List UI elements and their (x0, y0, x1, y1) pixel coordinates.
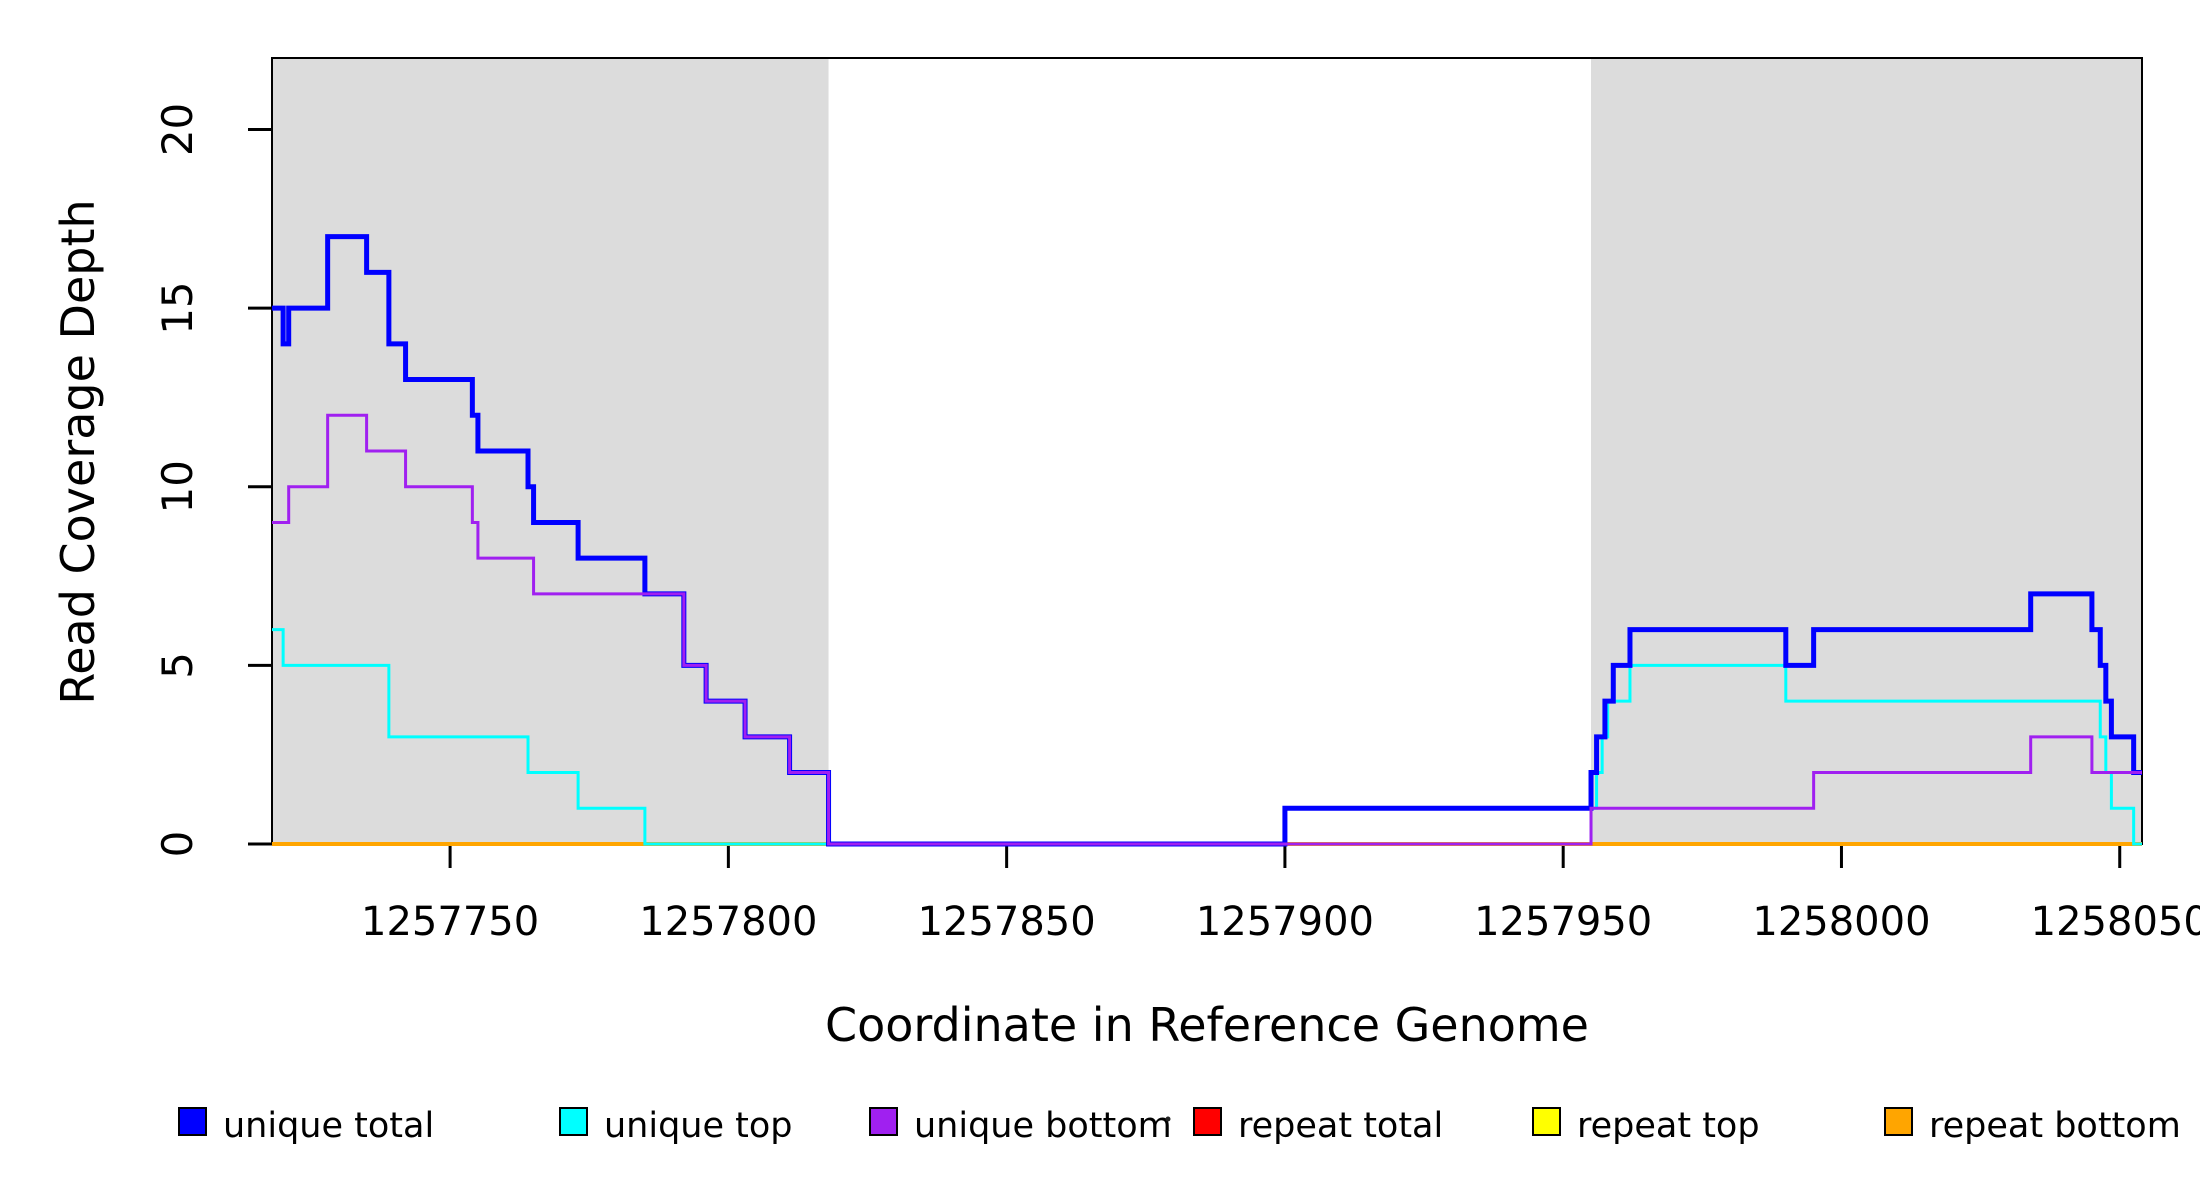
legend-swatch-unique-total (178, 1107, 207, 1136)
y-tick-label: 20 (153, 103, 202, 156)
y-tick-label: 15 (153, 281, 202, 334)
stray-dot (1165, 1116, 1171, 1122)
shaded-region-2 (1591, 58, 2142, 844)
x-tick-label: 1257750 (361, 899, 539, 945)
legend-swatch-repeat-top (1532, 1107, 1561, 1136)
legend-label-repeat-total: repeat total (1238, 1106, 1443, 1146)
x-tick-label: 1258050 (2031, 899, 2200, 945)
series-unique-top (272, 628, 2142, 846)
x-tick-label: 1257850 (918, 899, 1096, 945)
x-tick-label: 1258000 (1752, 899, 1930, 945)
x-axis-title: Coordinate in Reference Genome (825, 998, 1589, 1052)
shaded-region-1 (272, 58, 829, 844)
legend-label-unique-bottom: unique bottom (914, 1106, 1172, 1146)
x-tick-label: 1257800 (639, 899, 817, 945)
legend-label-repeat-bottom: repeat bottom (1929, 1106, 2181, 1146)
legend-label-unique-top: unique top (604, 1106, 793, 1146)
y-tick-label: 10 (153, 460, 202, 513)
x-tick-label: 1257950 (1474, 899, 1652, 945)
legend-label-repeat-top: repeat top (1577, 1106, 1760, 1146)
series-unique-bottom (272, 413, 2142, 846)
legend-swatch-repeat-bottom (1884, 1107, 1913, 1136)
legend-swatch-unique-bottom (869, 1107, 898, 1136)
y-axis-title: Read Coverage Depth (51, 199, 105, 705)
y-tick-label: 0 (153, 831, 202, 858)
legend-label-unique-total: unique total (223, 1106, 434, 1146)
legend-swatch-repeat-total (1193, 1107, 1222, 1136)
x-tick-label: 1257900 (1196, 899, 1374, 945)
legend-swatch-unique-top (559, 1107, 588, 1136)
y-tick-label: 5 (153, 652, 202, 679)
